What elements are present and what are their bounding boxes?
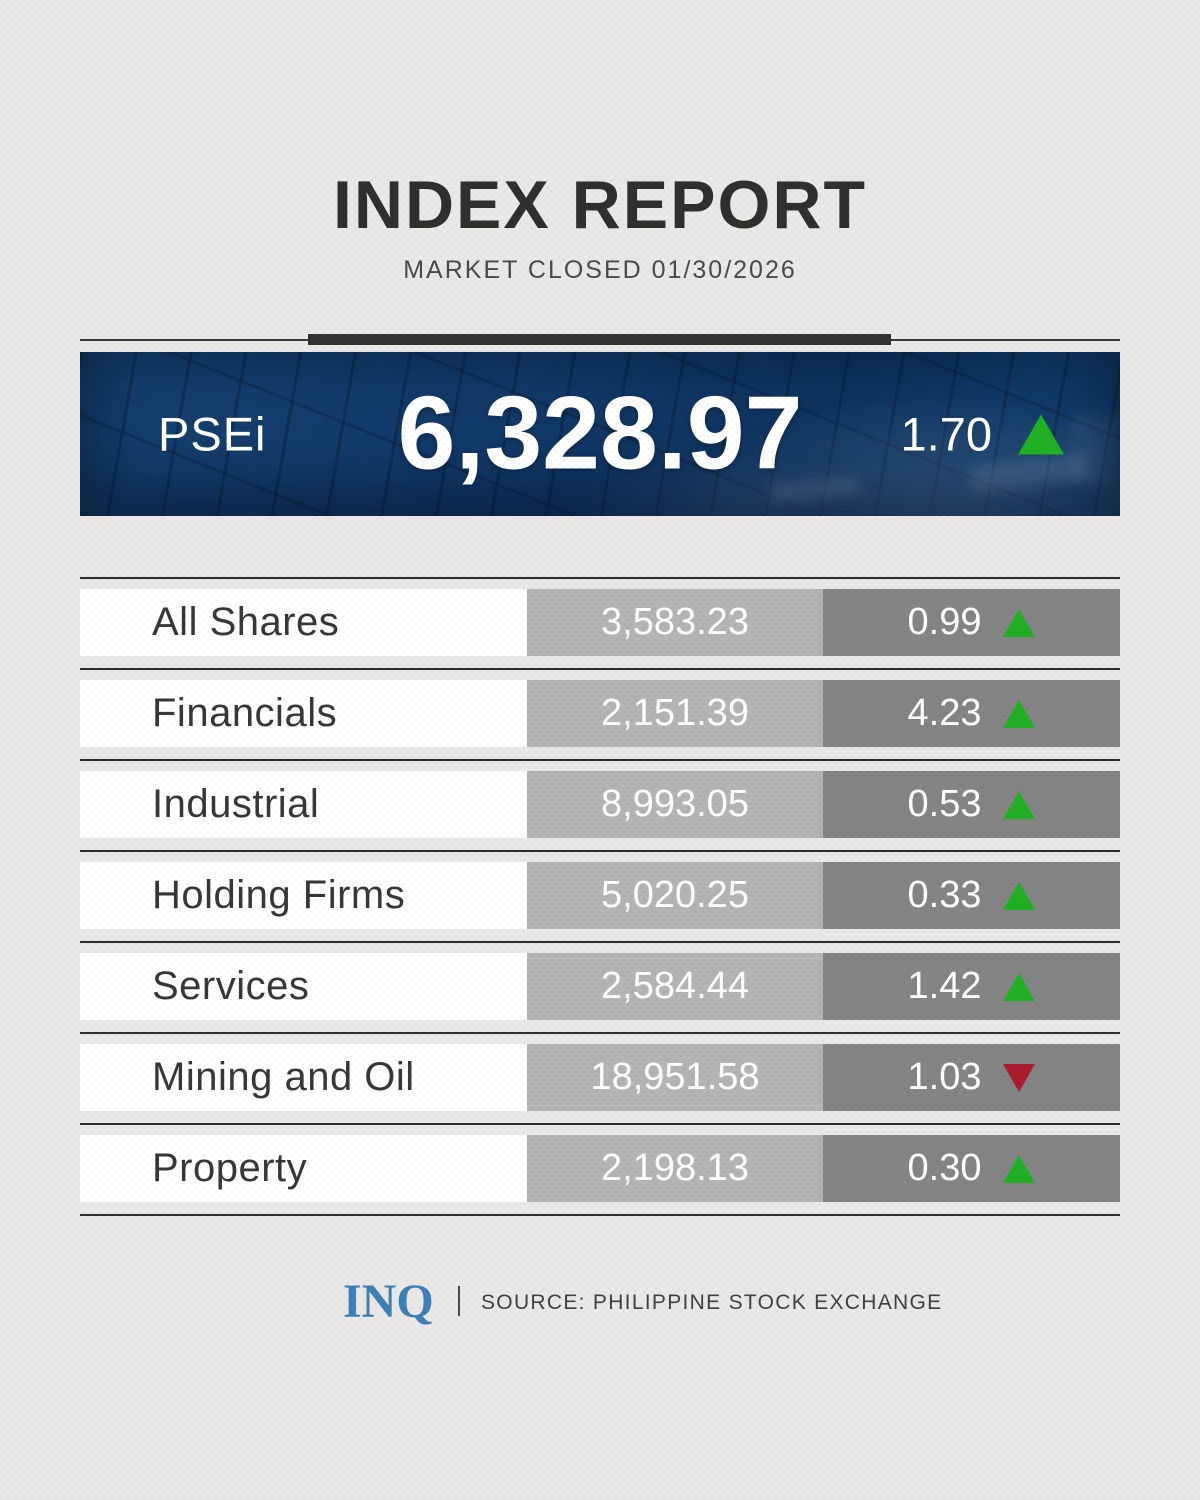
table-row-financials: Financials 2,151.39 4.23 [80, 680, 1120, 747]
market-status-subtitle: MARKET CLOSED 01/30/2026 [403, 256, 797, 284]
index-change-cell: 0.53 [823, 771, 1120, 838]
index-name-cell: Services [80, 953, 527, 1020]
page-title: INDEX REPORT [332, 167, 868, 243]
inq-logo: INQ [343, 1275, 434, 1328]
psei-index-value: 6,328.97 [397, 375, 803, 492]
row-divider [80, 1123, 1120, 1125]
index-change-cell: 0.30 [823, 1135, 1120, 1202]
row-divider [80, 1032, 1120, 1034]
change-value: 0.99 [907, 601, 982, 643]
psei-change-value: 1.70 [900, 407, 992, 461]
index-name-cell: All Shares [80, 589, 527, 656]
index-name-cell: Financials [80, 680, 527, 747]
table-row-services: Services 2,584.44 1.42 [80, 953, 1120, 1020]
row-divider [80, 759, 1120, 761]
change-value: 4.23 [907, 692, 982, 734]
index-change-cell: 0.99 [823, 589, 1120, 656]
index-change-cell: 0.33 [823, 862, 1120, 929]
psei-index-label: PSEi [158, 407, 267, 461]
index-value-cell: 8,993.05 [527, 771, 823, 838]
triangle-up-icon [1003, 699, 1036, 728]
row-divider [80, 1214, 1120, 1216]
triangle-up-icon [1003, 881, 1036, 910]
triangle-up-icon [1018, 414, 1064, 454]
table-row-industrial: Industrial 8,993.05 0.53 [80, 771, 1120, 838]
row-divider [80, 850, 1120, 852]
change-value: 1.42 [907, 965, 982, 1007]
row-divider [80, 668, 1120, 670]
triangle-up-icon [1003, 790, 1036, 819]
index-name-cell: Industrial [80, 771, 527, 838]
header-divider-accent-bar [308, 334, 891, 345]
index-value-cell: 2,151.39 [527, 680, 823, 747]
triangle-up-icon [1003, 608, 1036, 637]
index-change-cell: 4.23 [823, 680, 1120, 747]
change-value: 0.30 [907, 1147, 982, 1189]
table-row-mining-and-oil: Mining and Oil 18,951.58 1.03 [80, 1044, 1120, 1111]
index-value-cell: 2,584.44 [527, 953, 823, 1020]
index-change-cell: 1.03 [823, 1044, 1120, 1111]
table-row-all-shares: All Shares 3,583.23 0.99 [80, 589, 1120, 656]
index-change-cell: 1.42 [823, 953, 1120, 1020]
table-row-property: Property 2,198.13 0.30 [80, 1135, 1120, 1202]
psei-change-group: 1.70 [901, 407, 1064, 462]
change-value: 1.03 [907, 1056, 982, 1098]
index-name-cell: Holding Firms [80, 862, 527, 929]
psei-banner: PSEi 6,328.97 1.70 [80, 352, 1120, 516]
source-attribution: SOURCE: PHILIPPINE STOCK EXCHANGE [481, 1291, 943, 1314]
triangle-up-icon [1003, 1154, 1036, 1183]
index-value-cell: 3,583.23 [527, 589, 823, 656]
index-value-cell: 2,198.13 [527, 1135, 823, 1202]
triangle-down-icon [1003, 1063, 1036, 1092]
triangle-up-icon [1003, 972, 1036, 1001]
row-divider [80, 577, 1120, 579]
change-value: 0.33 [907, 874, 982, 916]
row-divider [80, 941, 1120, 943]
footer-separator [458, 1286, 460, 1316]
index-value-cell: 18,951.58 [527, 1044, 823, 1111]
index-name-cell: Mining and Oil [80, 1044, 527, 1111]
table-row-holding-firms: Holding Firms 5,020.25 0.33 [80, 862, 1120, 929]
index-name-cell: Property [80, 1135, 527, 1202]
change-value: 0.53 [907, 783, 982, 825]
index-value-cell: 5,020.25 [527, 862, 823, 929]
